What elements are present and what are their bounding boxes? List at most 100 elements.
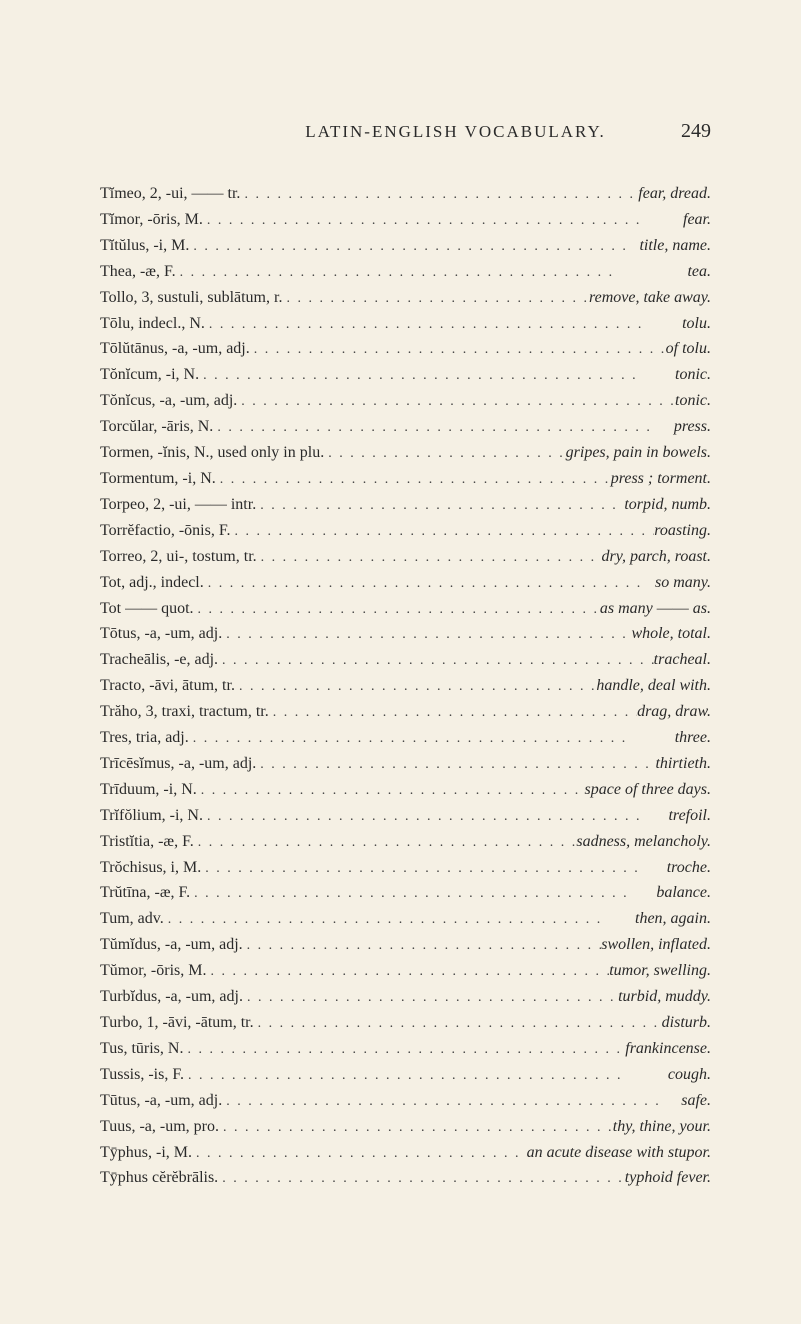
entry-definition: typhoid fever. bbox=[625, 1165, 711, 1191]
entry-term: Tormentum, -i, N. bbox=[100, 466, 216, 492]
entry-term: Torpeo, 2, -ui, —— intr. bbox=[100, 492, 256, 518]
entry-definition: swollen, inflated. bbox=[601, 932, 711, 958]
vocab-entry: Tot —— quot.. . . . . . . . . . . . . . … bbox=[100, 596, 711, 622]
vocabulary-list: Tĭmeo, 2, -ui, —— tr.. . . . . . . . . .… bbox=[100, 181, 711, 1191]
entry-definition: space of three days. bbox=[585, 777, 711, 803]
entry-definition: title, name. bbox=[639, 233, 711, 259]
leader-dots: . . . . . . . . . . . . . . . . . . . . … bbox=[189, 728, 675, 751]
entry-term: Tŏnĭcum, -i, N. bbox=[100, 362, 199, 388]
vocab-entry: Trīcēsĭmus, -a, -um, adj.. . . . . . . .… bbox=[100, 751, 711, 777]
entry-definition: fear. bbox=[683, 207, 711, 233]
entry-definition: sadness, melancholy. bbox=[576, 829, 711, 855]
entry-term: Tŏnĭcus, -a, -um, adj. bbox=[100, 388, 237, 414]
entry-definition: thy, thine, your. bbox=[613, 1114, 711, 1140]
leader-dots: . . . . . . . . . . . . . . . . . . . . … bbox=[219, 1117, 613, 1140]
entry-term: Tus, tūris, N. bbox=[100, 1036, 183, 1062]
vocab-entry: Tormen, -ĭnis, N., used only in plu.. . … bbox=[100, 440, 711, 466]
entry-term: Trīduum, -i, N. bbox=[100, 777, 197, 803]
entry-term: Tōlŭtānus, -a, -um, adj. bbox=[100, 336, 250, 362]
entry-term: Trŏchisus, i, M. bbox=[100, 855, 201, 881]
vocab-entry: Tussis, -is, F.. . . . . . . . . . . . .… bbox=[100, 1062, 711, 1088]
leader-dots: . . . . . . . . . . . . . . . . . . . . … bbox=[203, 806, 669, 829]
vocab-entry: Tormentum, -i, N.. . . . . . . . . . . .… bbox=[100, 466, 711, 492]
entry-term: Tŭmor, -ōris, M. bbox=[100, 958, 206, 984]
entry-definition: three. bbox=[675, 725, 711, 751]
vocab-entry: Torpeo, 2, -ui, —— intr.. . . . . . . . … bbox=[100, 492, 711, 518]
leader-dots: . . . . . . . . . . . . . . . . . . . . … bbox=[189, 236, 639, 259]
entry-term: Tūtus, -a, -um, adj. bbox=[100, 1088, 222, 1114]
entry-term: Tormen, -ĭnis, N., used only in plu. bbox=[100, 440, 324, 466]
vocab-entry: Torreo, 2, ui-, tostum, tr.. . . . . . .… bbox=[100, 544, 711, 570]
entry-term: Trŭtīna, -æ, F. bbox=[100, 880, 190, 906]
entry-definition: as many —— as. bbox=[600, 596, 711, 622]
entry-definition: of tolu. bbox=[666, 336, 711, 362]
leader-dots: . . . . . . . . . . . . . . . . . . . . … bbox=[205, 314, 682, 337]
leader-dots: . . . . . . . . . . . . . . . . . . . . … bbox=[190, 883, 656, 906]
entry-definition: fear, dread. bbox=[638, 181, 711, 207]
entry-definition: handle, deal with. bbox=[596, 673, 711, 699]
entry-definition: disturb. bbox=[662, 1010, 711, 1036]
entry-term: Trĭfŏlium, -i, N. bbox=[100, 803, 203, 829]
leader-dots: . . . . . . . . . . . . . . . . . . . . … bbox=[235, 676, 596, 699]
entry-term: Torreo, 2, ui-, tostum, tr. bbox=[100, 544, 257, 570]
entry-term: Torrĕfactio, -ōnis, F. bbox=[100, 518, 230, 544]
entry-term: Tĭtŭlus, -i, M. bbox=[100, 233, 189, 259]
vocab-entry: Torcŭlar, -āris, N.. . . . . . . . . . .… bbox=[100, 414, 711, 440]
entry-term: Torcŭlar, -āris, N. bbox=[100, 414, 213, 440]
entry-definition: tolu. bbox=[682, 311, 711, 337]
leader-dots: . . . . . . . . . . . . . . . . . . . . … bbox=[197, 780, 585, 803]
leader-dots: . . . . . . . . . . . . . . . . . . . . … bbox=[222, 624, 631, 647]
leader-dots: . . . . . . . . . . . . . . . . . . . . … bbox=[218, 1168, 625, 1191]
vocab-entry: Tracto, -āvi, ātum, tr.. . . . . . . . .… bbox=[100, 673, 711, 699]
entry-definition: tonic. bbox=[675, 388, 711, 414]
entry-definition: gripes, pain in bowels. bbox=[566, 440, 711, 466]
vocab-entry: Tus, tūris, N.. . . . . . . . . . . . . … bbox=[100, 1036, 711, 1062]
leader-dots: . . . . . . . . . . . . . . . . . . . . … bbox=[243, 935, 602, 958]
page-container: LATIN-ENGLISH VOCABULARY. 249 Tĭmeo, 2, … bbox=[0, 0, 801, 1324]
leader-dots: . . . . . . . . . . . . . . . . . . . . … bbox=[213, 417, 674, 440]
entry-term: Tȳphus, -i, M. bbox=[100, 1140, 192, 1166]
vocab-entry: Tollo, 3, sustuli, sublātum, r.. . . . .… bbox=[100, 285, 711, 311]
vocab-entry: Tot, adj., indecl.. . . . . . . . . . . … bbox=[100, 570, 711, 596]
entry-definition: frankincense. bbox=[625, 1036, 711, 1062]
entry-definition: troche. bbox=[667, 855, 711, 881]
entry-definition: cough. bbox=[668, 1062, 711, 1088]
leader-dots: . . . . . . . . . . . . . . . . . . . . … bbox=[250, 339, 666, 362]
entry-definition: trefoil. bbox=[668, 803, 711, 829]
entry-term: Tuus, -a, -um, pro. bbox=[100, 1114, 219, 1140]
leader-dots: . . . . . . . . . . . . . . . . . . . . … bbox=[206, 961, 609, 984]
vocab-entry: Tum, adv.. . . . . . . . . . . . . . . .… bbox=[100, 906, 711, 932]
entry-term: Trăho, 3, traxi, tractum, tr. bbox=[100, 699, 269, 725]
entry-definition: whole, total. bbox=[631, 621, 711, 647]
leader-dots: . . . . . . . . . . . . . . . . . . . . … bbox=[324, 443, 565, 466]
leader-dots: . . . . . . . . . . . . . . . . . . . . … bbox=[201, 858, 667, 881]
vocab-entry: Tŭmor, -ōris, M.. . . . . . . . . . . . … bbox=[100, 958, 711, 984]
leader-dots: . . . . . . . . . . . . . . . . . . . . … bbox=[222, 1091, 681, 1114]
leader-dots: . . . . . . . . . . . . . . . . . . . . … bbox=[184, 1065, 668, 1088]
entry-definition: press. bbox=[674, 414, 711, 440]
vocab-entry: Tĭmor, -ōris, M.. . . . . . . . . . . . … bbox=[100, 207, 711, 233]
entry-term: Tussis, -is, F. bbox=[100, 1062, 184, 1088]
entry-definition: dry, parch, roast. bbox=[602, 544, 711, 570]
vocab-entry: Tĭtŭlus, -i, M.. . . . . . . . . . . . .… bbox=[100, 233, 711, 259]
entry-term: Thea, -æ, F. bbox=[100, 259, 176, 285]
entry-term: Tum, adv. bbox=[100, 906, 164, 932]
entry-definition: remove, take away. bbox=[589, 285, 711, 311]
leader-dots: . . . . . . . . . . . . . . . . . . . . … bbox=[216, 469, 611, 492]
entry-definition: so many. bbox=[655, 570, 711, 596]
vocab-entry: Tūtus, -a, -um, adj.. . . . . . . . . . … bbox=[100, 1088, 711, 1114]
vocab-entry: Tristĭtia, -æ, F.. . . . . . . . . . . .… bbox=[100, 829, 711, 855]
entry-term: Tȳphus cĕrĕbrālis. bbox=[100, 1165, 218, 1191]
entry-term: Tristĭtia, -æ, F. bbox=[100, 829, 194, 855]
vocab-entry: Tȳphus, -i, M.. . . . . . . . . . . . . … bbox=[100, 1140, 711, 1166]
entry-term: Tōtus, -a, -um, adj. bbox=[100, 621, 222, 647]
entry-definition: tracheal. bbox=[654, 647, 711, 673]
vocab-entry: Trĭfŏlium, -i, N.. . . . . . . . . . . .… bbox=[100, 803, 711, 829]
vocab-entry: Tōlŭtānus, -a, -um, adj.. . . . . . . . … bbox=[100, 336, 711, 362]
vocab-entry: Trŏchisus, i, M.. . . . . . . . . . . . … bbox=[100, 855, 711, 881]
entry-definition: tea. bbox=[687, 259, 711, 285]
entry-definition: thirtieth. bbox=[655, 751, 711, 777]
leader-dots: . . . . . . . . . . . . . . . . . . . . … bbox=[194, 832, 577, 855]
leader-dots: . . . . . . . . . . . . . . . . . . . . … bbox=[176, 262, 688, 285]
entry-term: Turbĭdus, -a, -um, adj. bbox=[100, 984, 243, 1010]
